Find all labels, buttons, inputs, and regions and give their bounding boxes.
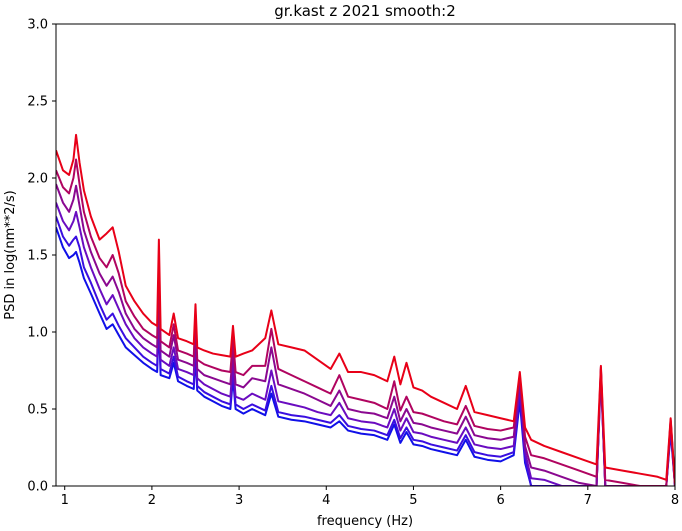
chart-title: gr.kast z 2021 smooth:2 xyxy=(274,2,456,20)
x-tick-label: 5 xyxy=(409,493,417,508)
y-tick-label: 1.0 xyxy=(27,326,48,341)
x-tick-label: 4 xyxy=(322,493,330,508)
x-tick-label: 7 xyxy=(584,493,592,508)
series-line-4 xyxy=(56,183,675,486)
y-tick-label: 0.5 xyxy=(27,403,48,418)
x-tick-label: 2 xyxy=(148,493,156,508)
x-tick-label: 3 xyxy=(235,493,243,508)
series-line-5 xyxy=(56,158,675,486)
y-tick-label: 3.0 xyxy=(27,18,48,33)
series-line-6 xyxy=(56,133,675,483)
y-tick-label: 2.0 xyxy=(27,172,48,187)
x-tick-label: 6 xyxy=(496,493,504,508)
y-tick-label: 1.5 xyxy=(27,249,48,264)
y-axis-label: PSD in log(nm**2/s) xyxy=(3,190,18,320)
y-axis: 0.0 0.5 1.0 1.5 2.0 2.5 3.0 xyxy=(27,18,56,495)
series-group xyxy=(56,133,675,486)
x-axis: 1 2 3 4 5 6 7 8 xyxy=(61,486,679,508)
x-axis-label: frequency (Hz) xyxy=(317,514,413,529)
x-tick-label: 1 xyxy=(61,493,69,508)
plot-area xyxy=(55,23,676,487)
y-tick-label: 0.0 xyxy=(27,480,48,495)
series-line-3 xyxy=(56,202,675,486)
series-line-2 xyxy=(56,216,675,486)
y-tick-label: 2.5 xyxy=(27,95,48,110)
x-tick-label: 8 xyxy=(671,493,679,508)
